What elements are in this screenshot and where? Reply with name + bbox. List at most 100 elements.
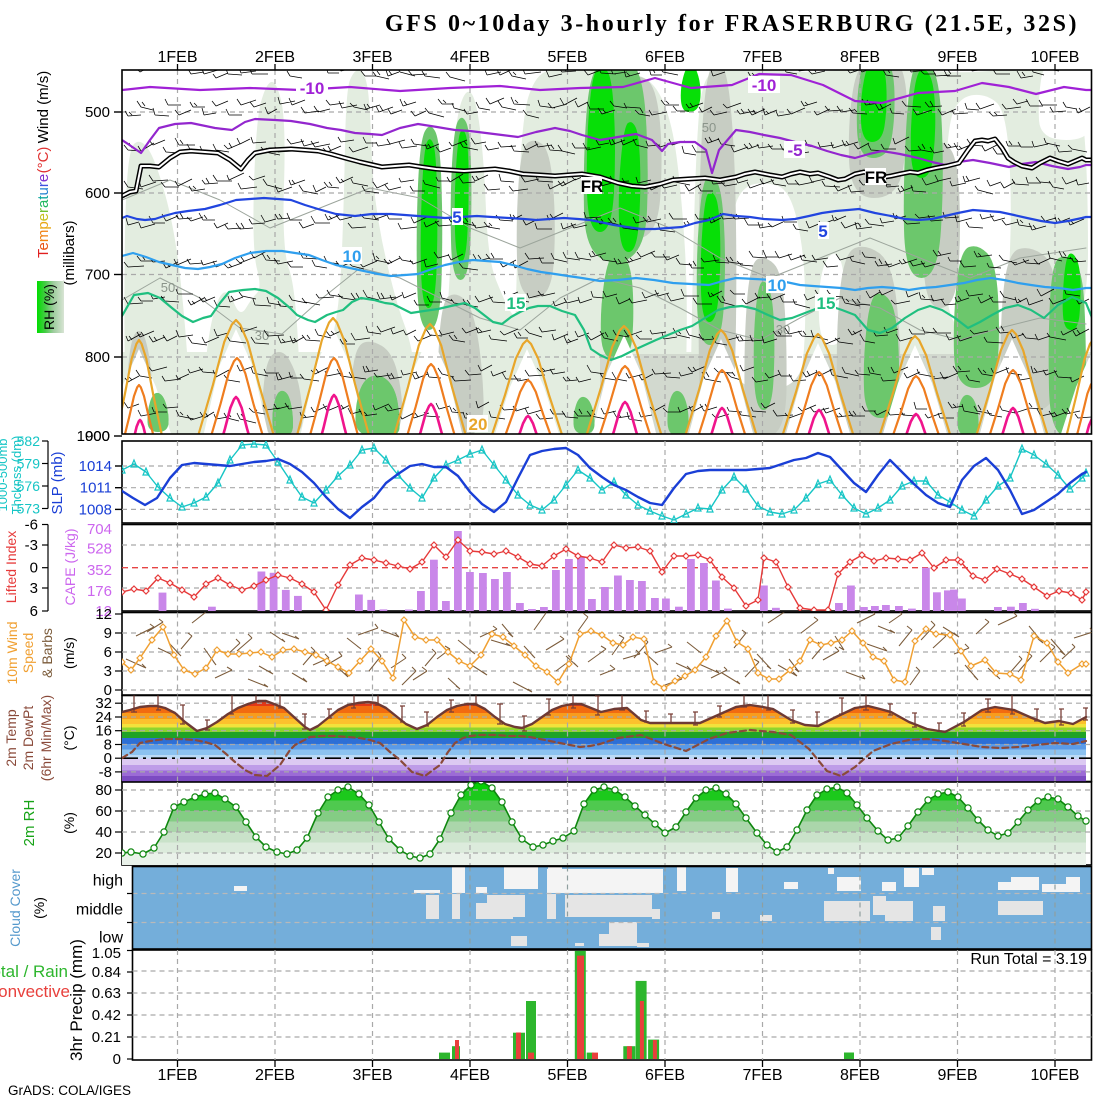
svg-text:& Barbs: & Barbs [39, 628, 55, 678]
svg-text:0.21: 0.21 [92, 1029, 121, 1046]
svg-text:1FEB: 1FEB [157, 1067, 197, 1084]
svg-text:20: 20 [469, 415, 488, 434]
svg-text:24: 24 [95, 709, 112, 726]
svg-text:9FEB: 9FEB [937, 1067, 977, 1084]
svg-text:(6hr Min/Max): (6hr Min/Max) [38, 695, 54, 781]
svg-text:GFS 0~10day 3-hourly for FRASE: GFS 0~10day 3-hourly for FRASERBURG (21.… [385, 11, 1079, 37]
svg-text:3hr Precip (mm): 3hr Precip (mm) [67, 939, 86, 1061]
svg-text:0.84: 0.84 [92, 964, 121, 981]
svg-text:-3: -3 [25, 537, 38, 554]
svg-text:Wind (m/s): Wind (m/s) [35, 71, 52, 144]
svg-text:50: 50 [161, 280, 175, 295]
svg-text:576: 576 [17, 478, 41, 494]
svg-text:-6: -6 [25, 517, 38, 534]
svg-text:2FEB: 2FEB [255, 1067, 295, 1084]
svg-text:6: 6 [104, 644, 112, 661]
svg-text:Run Total = 3.19: Run Total = 3.19 [970, 951, 1087, 968]
svg-text:2m DewPt: 2m DewPt [20, 706, 36, 771]
svg-text:15: 15 [507, 294, 526, 313]
svg-text:4FEB: 4FEB [450, 1067, 490, 1084]
svg-text:582: 582 [17, 433, 41, 449]
svg-text:500: 500 [85, 104, 110, 121]
svg-text:GrADS: COLA/IGES: GrADS: COLA/IGES [8, 1083, 131, 1098]
svg-text:0: 0 [104, 682, 112, 699]
svg-text:579: 579 [17, 456, 41, 472]
svg-text:-5: -5 [787, 141, 802, 160]
svg-text:50: 50 [702, 120, 716, 135]
svg-text:20: 20 [95, 845, 112, 862]
svg-text:Temperature: Temperature [35, 174, 52, 258]
svg-text:7FEB: 7FEB [742, 49, 782, 66]
svg-text:352: 352 [87, 562, 112, 579]
svg-text:low: low [99, 930, 123, 947]
svg-text:-8: -8 [99, 764, 112, 781]
svg-text:6FEB: 6FEB [645, 1067, 685, 1084]
svg-text:middle: middle [76, 902, 123, 919]
svg-text:(%): (%) [61, 812, 77, 834]
svg-text:1000: 1000 [77, 428, 110, 445]
svg-text:80: 80 [95, 782, 112, 799]
svg-text:573: 573 [17, 501, 41, 517]
svg-text:3: 3 [104, 663, 112, 680]
svg-text:high: high [93, 873, 123, 890]
svg-text:0: 0 [113, 1051, 121, 1068]
svg-text:3FEB: 3FEB [352, 1067, 392, 1084]
svg-text:(m/s): (m/s) [61, 637, 77, 669]
svg-text:Lifted Index: Lifted Index [3, 531, 19, 603]
svg-text:1FEB: 1FEB [157, 49, 197, 66]
svg-text:3: 3 [30, 580, 38, 597]
svg-text:10m Wind: 10m Wind [4, 621, 20, 684]
svg-text:(millibars): (millibars) [61, 221, 78, 286]
svg-text:CAPE (J/kg): CAPE (J/kg) [62, 528, 78, 605]
svg-text:9: 9 [104, 625, 112, 642]
svg-text:704: 704 [87, 521, 112, 538]
svg-text:2m Temp: 2m Temp [3, 709, 19, 767]
svg-text:60: 60 [95, 803, 112, 820]
svg-text:8FEB: 8FEB [840, 1067, 880, 1084]
svg-text:9FEB: 9FEB [937, 49, 977, 66]
svg-text:5: 5 [818, 222, 827, 241]
svg-text:1011: 1011 [80, 480, 112, 497]
svg-text:5FEB: 5FEB [547, 1067, 587, 1084]
svg-text:Speed: Speed [20, 633, 36, 673]
svg-text:1014: 1014 [79, 458, 112, 475]
svg-text:800: 800 [85, 349, 110, 366]
svg-text:10FEB: 10FEB [1031, 49, 1080, 66]
svg-text:FR: FR [865, 168, 888, 187]
svg-text:(°C): (°C) [35, 147, 52, 174]
svg-text:8FEB: 8FEB [840, 49, 880, 66]
svg-text:RH (%): RH (%) [41, 284, 57, 330]
svg-text:32: 32 [95, 695, 112, 712]
svg-text:10: 10 [343, 247, 362, 266]
svg-text:FR: FR [581, 177, 604, 196]
svg-text:10: 10 [768, 276, 787, 295]
svg-text:-10: -10 [752, 76, 777, 95]
svg-text:(%): (%) [31, 897, 47, 919]
svg-text:SLP (mb): SLP (mb) [49, 451, 66, 514]
svg-text:900: 900 [85, 428, 110, 445]
svg-text:1008: 1008 [79, 501, 112, 518]
svg-text:Convective: Convective [0, 982, 70, 1001]
svg-text:176: 176 [87, 583, 112, 600]
svg-text:5FEB: 5FEB [547, 49, 587, 66]
svg-text:5: 5 [452, 208, 461, 227]
svg-text:8: 8 [104, 737, 112, 754]
svg-text:(°C): (°C) [61, 725, 77, 750]
svg-text:10FEB: 10FEB [1031, 1067, 1080, 1084]
svg-text:0: 0 [30, 560, 38, 577]
svg-text:1000-500mb: 1000-500mb [0, 439, 10, 512]
svg-text:2m RH: 2m RH [21, 800, 38, 847]
svg-text:12: 12 [95, 606, 112, 623]
svg-text:40: 40 [95, 824, 112, 841]
svg-text:30: 30 [776, 322, 790, 337]
svg-text:Total / Rain: Total / Rain [0, 962, 68, 981]
svg-text:1.05: 1.05 [92, 945, 121, 962]
svg-text:16: 16 [95, 723, 112, 740]
svg-text:6: 6 [30, 603, 38, 620]
svg-text:Thcknss (dm): Thcknss (dm) [9, 436, 24, 515]
svg-text:Cloud Cover: Cloud Cover [7, 869, 23, 947]
svg-text:0: 0 [104, 750, 112, 767]
svg-text:0.63: 0.63 [92, 985, 121, 1002]
svg-text:4FEB: 4FEB [450, 49, 490, 66]
svg-text:3FEB: 3FEB [352, 49, 392, 66]
